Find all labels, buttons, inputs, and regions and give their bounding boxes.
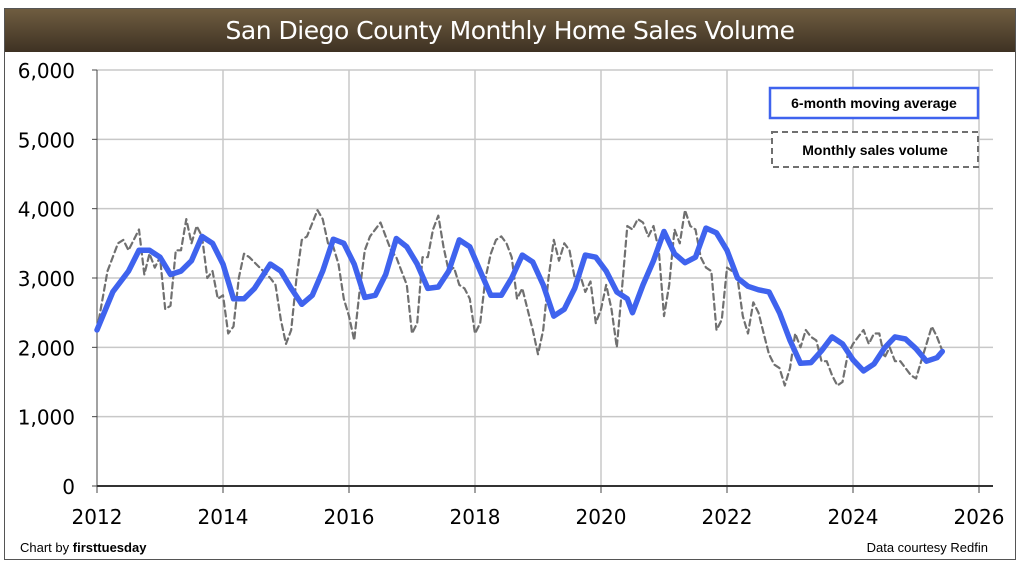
x-tick-label: 2026 <box>954 505 1005 529</box>
legend-item-moving-average <box>768 86 980 120</box>
chart-credit: Chart by firsttuesday <box>20 540 146 555</box>
y-tick-label: 1,000 <box>18 406 75 430</box>
legend-label: 6-month moving average <box>791 95 957 111</box>
grid <box>97 69 993 486</box>
x-tick-label: 2016 <box>324 505 375 529</box>
x-tick-label: 2024 <box>828 505 879 529</box>
y-tick-label: 0 <box>62 475 75 499</box>
series-layer <box>94 209 946 387</box>
y-tick-label: 3,000 <box>18 267 75 291</box>
y-tick-label: 4,000 <box>18 198 75 222</box>
y-tick-label: 5,000 <box>18 128 75 152</box>
axes: 0 1,000 2,000 3,000 4,000 5,000 6,000 2012 2014 2… <box>18 59 1005 529</box>
x-tick-label: 2020 <box>576 505 627 529</box>
x-tick-label: 2022 <box>702 505 753 529</box>
x-tick-label: 2012 <box>72 505 123 529</box>
legend: 6-month moving average Monthly sales volu… <box>768 86 980 168</box>
credit-brand: firsttuesday <box>72 540 147 555</box>
moving-average-line <box>94 225 946 374</box>
data-source: Data courtesy Redfin <box>866 540 988 555</box>
credit-prefix: Chart by <box>20 540 73 555</box>
chart-title: San Diego County Monthly Home Sales Volu… <box>5 9 1015 52</box>
legend-label: Monthly sales volume <box>802 142 948 158</box>
x-tick-label: 2014 <box>198 505 249 529</box>
y-tick-label: 2,000 <box>18 336 75 360</box>
x-tick-label: 2018 <box>450 505 501 529</box>
legend-item-monthly-sales <box>771 131 979 168</box>
monthly-sales-line <box>95 209 944 387</box>
y-tick-label: 6,000 <box>18 59 75 83</box>
